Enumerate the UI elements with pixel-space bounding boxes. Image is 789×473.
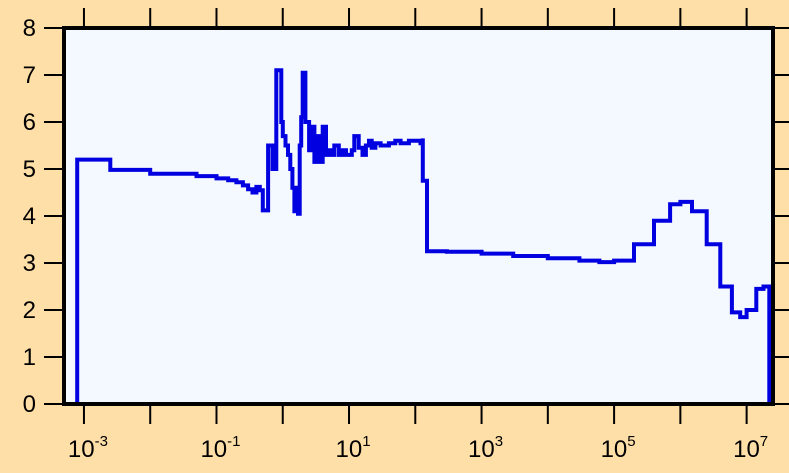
y-tick-label: 5 [23, 156, 36, 183]
x-tick-label: 101 [335, 433, 370, 463]
y-tick-label: 6 [23, 109, 36, 136]
y-tick-label: 7 [23, 62, 36, 89]
plot-frame [62, 26, 775, 406]
y-tick-label: 8 [23, 15, 36, 42]
series-line [75, 68, 772, 404]
y-axis-labels: 0 1 2 3 4 5 6 7 8 [23, 15, 36, 418]
x-tick-label: 105 [601, 433, 636, 463]
x-tick-label: 107 [733, 433, 768, 463]
y-tick-label: 1 [23, 344, 36, 371]
plot-area [64, 28, 773, 404]
y-tick-label: 2 [23, 297, 36, 324]
x-tick-label: 103 [468, 433, 503, 463]
y-tick-label: 3 [23, 250, 36, 277]
axis-ticks [44, 8, 789, 424]
x-tick-label: 10-3 [68, 433, 108, 463]
x-tick-label: 10-1 [200, 433, 240, 463]
x-axis-labels: 10-3 10-1 101 103 105 107 [68, 433, 768, 463]
y-tick-label: 4 [23, 203, 36, 230]
y-tick-label: 0 [23, 391, 36, 418]
